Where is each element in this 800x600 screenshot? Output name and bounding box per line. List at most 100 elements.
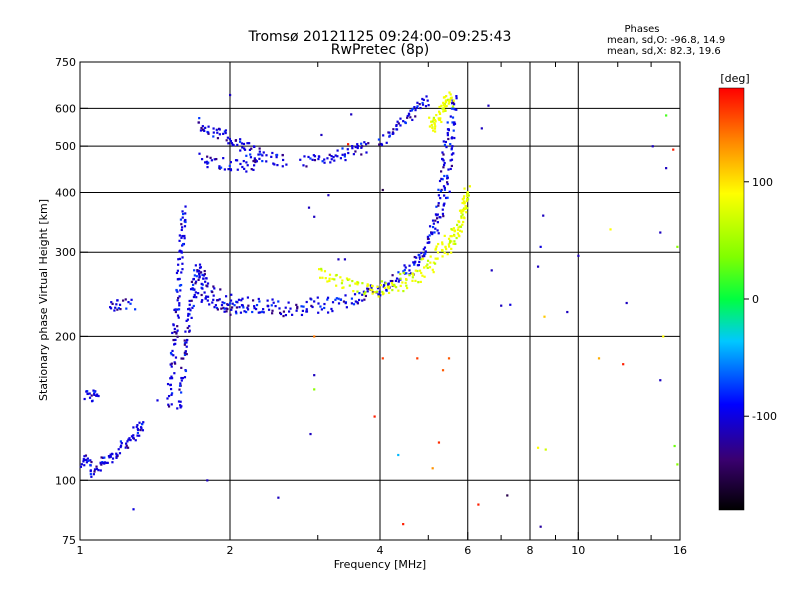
data-point [420,258,423,261]
data-point [320,133,323,137]
data-point [443,186,446,189]
data-point [414,279,417,282]
data-point [178,257,182,260]
data-point [366,290,369,293]
data-point [184,212,187,215]
data-point [539,245,542,248]
data-point [427,241,430,244]
data-point [413,263,416,266]
data-point [183,234,186,238]
data-point [181,216,184,219]
data-point [440,177,443,181]
data-point [202,277,205,280]
data-point [310,304,313,308]
data-point [175,289,178,292]
data-point [332,156,335,159]
data-point [124,446,127,449]
data-point [363,141,366,144]
data-point [177,296,180,300]
data-point [448,98,452,101]
data-point [427,104,430,107]
data-point [124,298,127,301]
y-tick-label: 750 [55,56,76,69]
data-point [402,289,405,293]
data-point [438,110,441,113]
data-point [189,288,193,291]
data-point [170,362,173,365]
data-point [90,460,93,464]
data-point [261,154,264,157]
data-point [178,295,181,298]
phase-stats-x-line: mean, sd,X: 82.3, 19.6 [607,46,721,57]
x-tick-label: 1 [77,544,84,557]
data-point [320,308,323,311]
data-point [412,261,415,264]
data-point [367,142,370,145]
data-point [191,288,195,291]
data-point [180,228,183,232]
data-point [188,303,191,306]
data-point [180,271,183,274]
data-point [437,118,441,121]
data-point [441,178,444,181]
data-point [206,479,209,482]
data-point [391,279,394,283]
data-point [179,404,182,407]
data-point [184,205,187,208]
data-point [418,256,421,259]
data-point [170,393,173,396]
data-point [223,310,226,313]
data-point [446,134,449,137]
data-point [134,308,137,311]
data-point [439,197,442,200]
data-point [245,154,248,157]
data-point [246,164,249,167]
data-point [438,216,441,219]
data-point [179,400,182,403]
data-point [577,254,580,257]
data-point [323,161,326,164]
data-point [177,263,180,266]
data-point [381,290,384,294]
data-point [408,274,411,277]
data-point [129,302,132,305]
data-point [126,446,130,449]
data-point [441,158,444,161]
data-point [437,441,441,444]
data-point [201,125,204,128]
data-point [257,297,260,301]
data-point [461,223,464,226]
data-point [625,301,628,305]
data-point [103,456,106,459]
data-point [444,245,447,248]
data-point [340,282,344,285]
data-point [425,95,428,98]
data-point [180,376,183,380]
data-point [287,301,290,304]
data-point [405,284,408,287]
data-point [204,126,207,129]
data-point [174,342,177,345]
data-point [247,304,250,307]
data-point [424,250,427,253]
data-point [364,291,367,294]
data-point [261,310,264,313]
data-point [408,264,411,267]
data-point [139,426,143,429]
data-point [543,315,546,318]
data-point [243,167,246,170]
data-point [352,153,355,156]
data-point [182,212,185,216]
data-point [211,290,214,294]
data-point [428,116,431,119]
data-point [227,168,230,171]
data-point [184,330,187,333]
data-point [344,302,347,305]
data-point [185,345,188,348]
colorbar-tick-label: 100 [752,176,773,189]
data-point [262,151,265,154]
data-point [169,363,172,366]
data-point [194,264,197,267]
data-point [203,291,206,294]
data-point [414,260,417,263]
